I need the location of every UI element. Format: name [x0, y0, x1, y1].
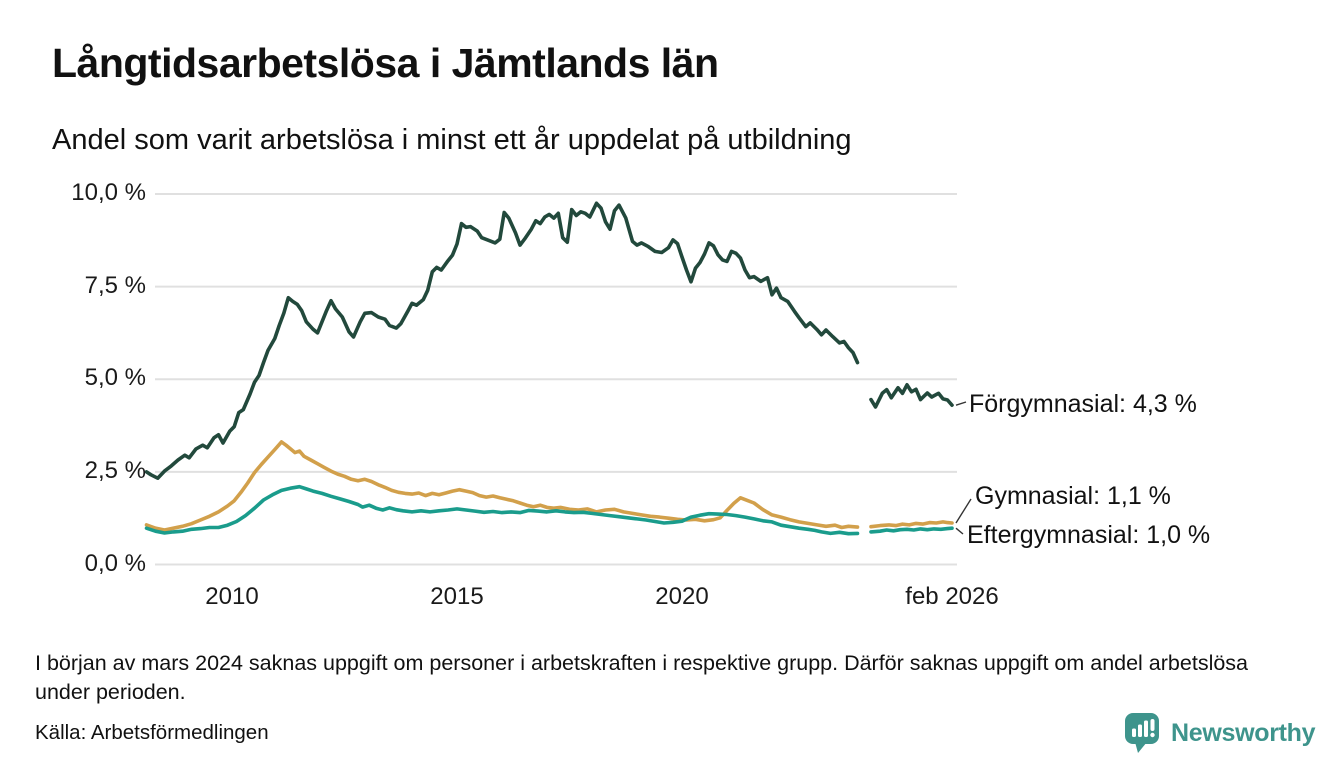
y-tick-label: 0,0 %	[84, 549, 146, 577]
series-line-eftergymnasial	[869, 526, 954, 534]
newsworthy-bubble-chart-icon	[1125, 713, 1159, 753]
label-leader-line	[955, 401, 967, 406]
label-leader-line	[955, 527, 964, 535]
series-line-förgymnasial	[144, 201, 860, 480]
page-subtitle: Andel som varit arbetslösa i minst ett å…	[52, 124, 852, 156]
series-line-gymnasial	[144, 440, 860, 532]
x-tick-label: 2020	[655, 583, 709, 610]
label-leader-line	[955, 498, 972, 524]
source-text: Källa: Arbetsförmedlingen	[35, 721, 269, 744]
x-tick-label: 2015	[430, 583, 484, 610]
y-tick-label: 5,0 %	[84, 364, 146, 392]
chart-footnote: I början av mars 2024 saknas uppgift om …	[35, 651, 1249, 704]
brand-name: Newsworthy	[1171, 718, 1316, 747]
y-tick-label: 7,5 %	[84, 271, 146, 299]
series-label-forgymnasial: Förgymnasial: 4,3 %	[969, 390, 1197, 418]
x-tick-label: 2010	[205, 583, 259, 610]
page-title: Långtidsarbetslösa i Jämtlands län	[52, 40, 719, 86]
series-label-gymnasial: Gymnasial: 1,1 %	[975, 482, 1171, 510]
series-line-förgymnasial	[869, 383, 954, 409]
x-tick-label: feb 2026	[905, 583, 999, 610]
y-tick-label: 10,0 %	[71, 179, 146, 206]
y-tick-label: 2,5 %	[84, 456, 146, 484]
newsworthy-logo: Newsworthy	[1124, 712, 1316, 754]
series-label-eftergymnasial: Eftergymnasial: 1,0 %	[967, 521, 1211, 549]
series-line-eftergymnasial	[144, 484, 860, 536]
series-line-gymnasial	[869, 520, 954, 529]
